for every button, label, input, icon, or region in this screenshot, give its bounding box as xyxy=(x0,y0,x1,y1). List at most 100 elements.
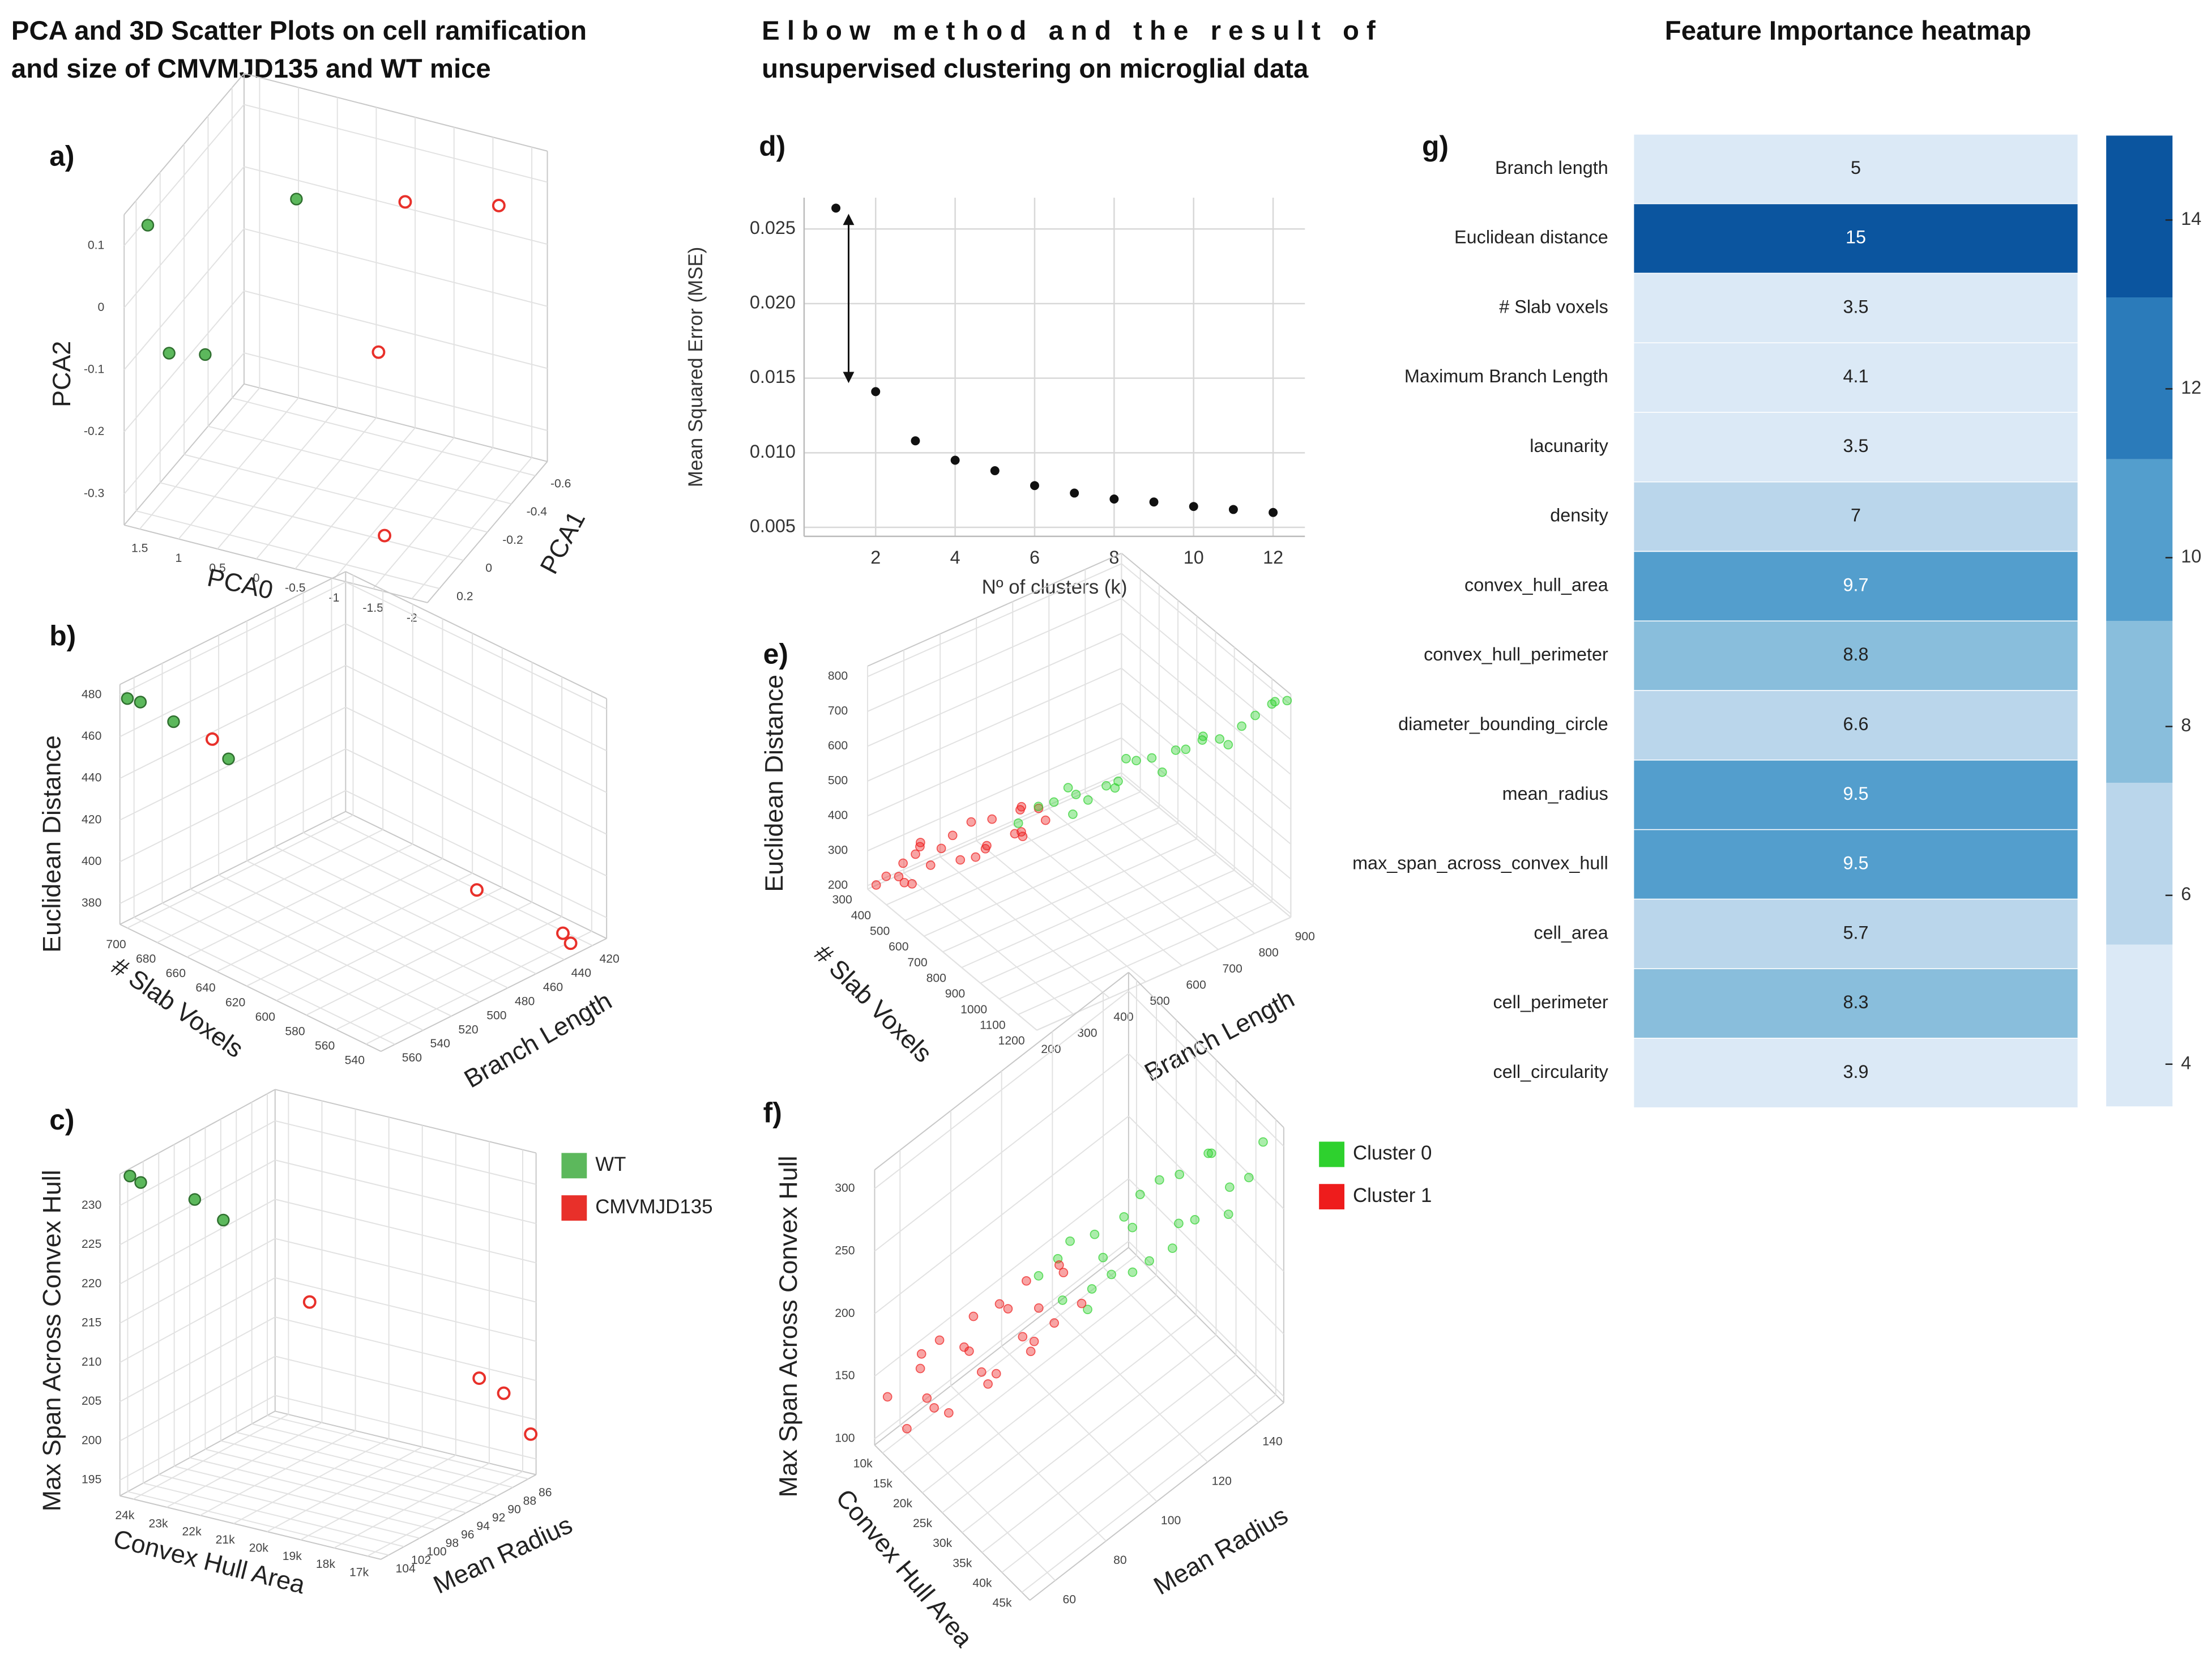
grid-line xyxy=(119,1238,276,1324)
grid-line xyxy=(1012,824,1182,966)
grid-line xyxy=(1121,775,1291,918)
data-point xyxy=(1128,1267,1138,1277)
data-point xyxy=(398,195,412,209)
x-tick-label: 500 xyxy=(870,924,890,937)
row-label: diameter_bounding_circle xyxy=(1398,714,1608,734)
axis-frame xyxy=(119,1410,276,1497)
data-point xyxy=(916,1349,926,1359)
grid-line xyxy=(186,843,413,958)
colorbar-band xyxy=(2106,297,2173,459)
grid-line xyxy=(980,869,1235,984)
cell-value: 9.5 xyxy=(1843,853,1868,873)
z-tick-label: 480 xyxy=(515,995,535,1008)
data-point xyxy=(929,1403,939,1413)
data-point xyxy=(1090,1229,1100,1239)
panel-label: g) xyxy=(1422,130,1449,162)
cell-value: 9.5 xyxy=(1843,783,1868,804)
grid-line xyxy=(1103,1267,1259,1423)
y-tick-label: 380 xyxy=(82,897,101,910)
grid-line xyxy=(1121,702,1291,845)
grid-line xyxy=(119,1395,276,1481)
x-tick-label: 40k xyxy=(972,1576,992,1589)
heatmap-cell xyxy=(1633,829,2079,900)
data-point xyxy=(1003,1304,1013,1314)
x-tick-label: 0.5 xyxy=(209,562,225,575)
data-point xyxy=(976,1367,987,1377)
grid-line xyxy=(334,1463,490,1549)
x-tick-label: 580 xyxy=(285,1025,305,1038)
legend-label: CMVMJD135 xyxy=(595,1196,712,1218)
grid-line xyxy=(275,1316,536,1382)
cell-value: 9.7 xyxy=(1843,574,1868,595)
x-tick-label: 6 xyxy=(1030,547,1040,568)
y-tick-label: -0.3 xyxy=(84,487,104,500)
heatmap-cell xyxy=(1633,551,2079,622)
axis-frame xyxy=(1128,971,1284,1128)
panel-label: c) xyxy=(49,1104,74,1136)
grid-line xyxy=(119,623,346,738)
x-tick-label: 1200 xyxy=(998,1034,1025,1047)
row-label: cell_circularity xyxy=(1493,1062,1609,1082)
row-label: # Slab voxels xyxy=(1499,296,1608,317)
y-tick-label: 150 xyxy=(835,1369,855,1382)
grid-line xyxy=(275,1159,536,1225)
x-axis-title: Nº of clusters (k) xyxy=(982,576,1128,598)
grid-line xyxy=(119,1316,276,1403)
z-tick-label: 560 xyxy=(402,1051,422,1064)
colorbar-band xyxy=(2106,135,2173,298)
data-point xyxy=(1034,1303,1044,1313)
grid-line xyxy=(886,791,1141,906)
axis-title: PCA0 xyxy=(205,562,276,604)
x-tick-label: 35k xyxy=(953,1557,972,1570)
y-tick-label: 500 xyxy=(828,774,848,787)
z-tick-label: -0.2 xyxy=(502,534,523,547)
data-point xyxy=(1237,721,1246,731)
grid-line xyxy=(942,838,1197,953)
grid-line xyxy=(275,1238,536,1303)
cell-value: 5 xyxy=(1851,157,1861,178)
data-point xyxy=(1087,1284,1097,1294)
header: PCA and 3D Scatter Plots on cell ramific… xyxy=(11,16,587,46)
y-tick-label: 0.015 xyxy=(750,366,796,387)
y-tick-label: 600 xyxy=(828,739,848,752)
x-tick-label: 620 xyxy=(225,996,245,1009)
data-point xyxy=(911,436,920,446)
data-point xyxy=(1282,696,1292,706)
axis-frame xyxy=(123,524,428,603)
x-tick-label: 300 xyxy=(832,893,852,906)
x-tick-label: 10k xyxy=(853,1457,873,1470)
legend-swatch xyxy=(561,1153,587,1179)
data-point xyxy=(1034,802,1044,812)
grid-line xyxy=(1001,1346,1158,1502)
y-tick-label: 420 xyxy=(82,813,101,826)
data-point xyxy=(1270,697,1280,707)
grid-line xyxy=(119,1199,276,1285)
x-tick-label: 30k xyxy=(933,1537,953,1550)
z-tick-label: 120 xyxy=(1212,1474,1232,1487)
data-point xyxy=(123,1169,136,1183)
grid-line xyxy=(1128,1115,1284,1272)
data-point xyxy=(1168,1243,1177,1253)
colorbar-tick-label: 8 xyxy=(2181,715,2191,735)
grid-line xyxy=(123,166,245,308)
grid-line xyxy=(119,748,346,863)
data-point xyxy=(1110,783,1120,793)
data-point xyxy=(947,830,958,841)
data-point xyxy=(302,1295,317,1309)
data-point xyxy=(943,1408,954,1418)
grid-line xyxy=(136,510,440,589)
grid-line xyxy=(874,1053,1129,1252)
x-tick-label: 660 xyxy=(166,967,186,980)
data-point xyxy=(980,843,990,854)
data-point xyxy=(1057,1295,1067,1305)
grid-line xyxy=(331,818,593,947)
x-tick-label: 600 xyxy=(889,940,908,953)
grid-line xyxy=(867,598,1122,712)
grid-line xyxy=(275,1395,536,1460)
axis-title: Branch Length xyxy=(459,986,617,1093)
data-point xyxy=(378,528,391,543)
y-tick-label: 210 xyxy=(82,1355,101,1369)
grid-line xyxy=(127,815,353,929)
z-tick-label: -0.4 xyxy=(527,505,548,518)
data-point xyxy=(524,1427,538,1441)
